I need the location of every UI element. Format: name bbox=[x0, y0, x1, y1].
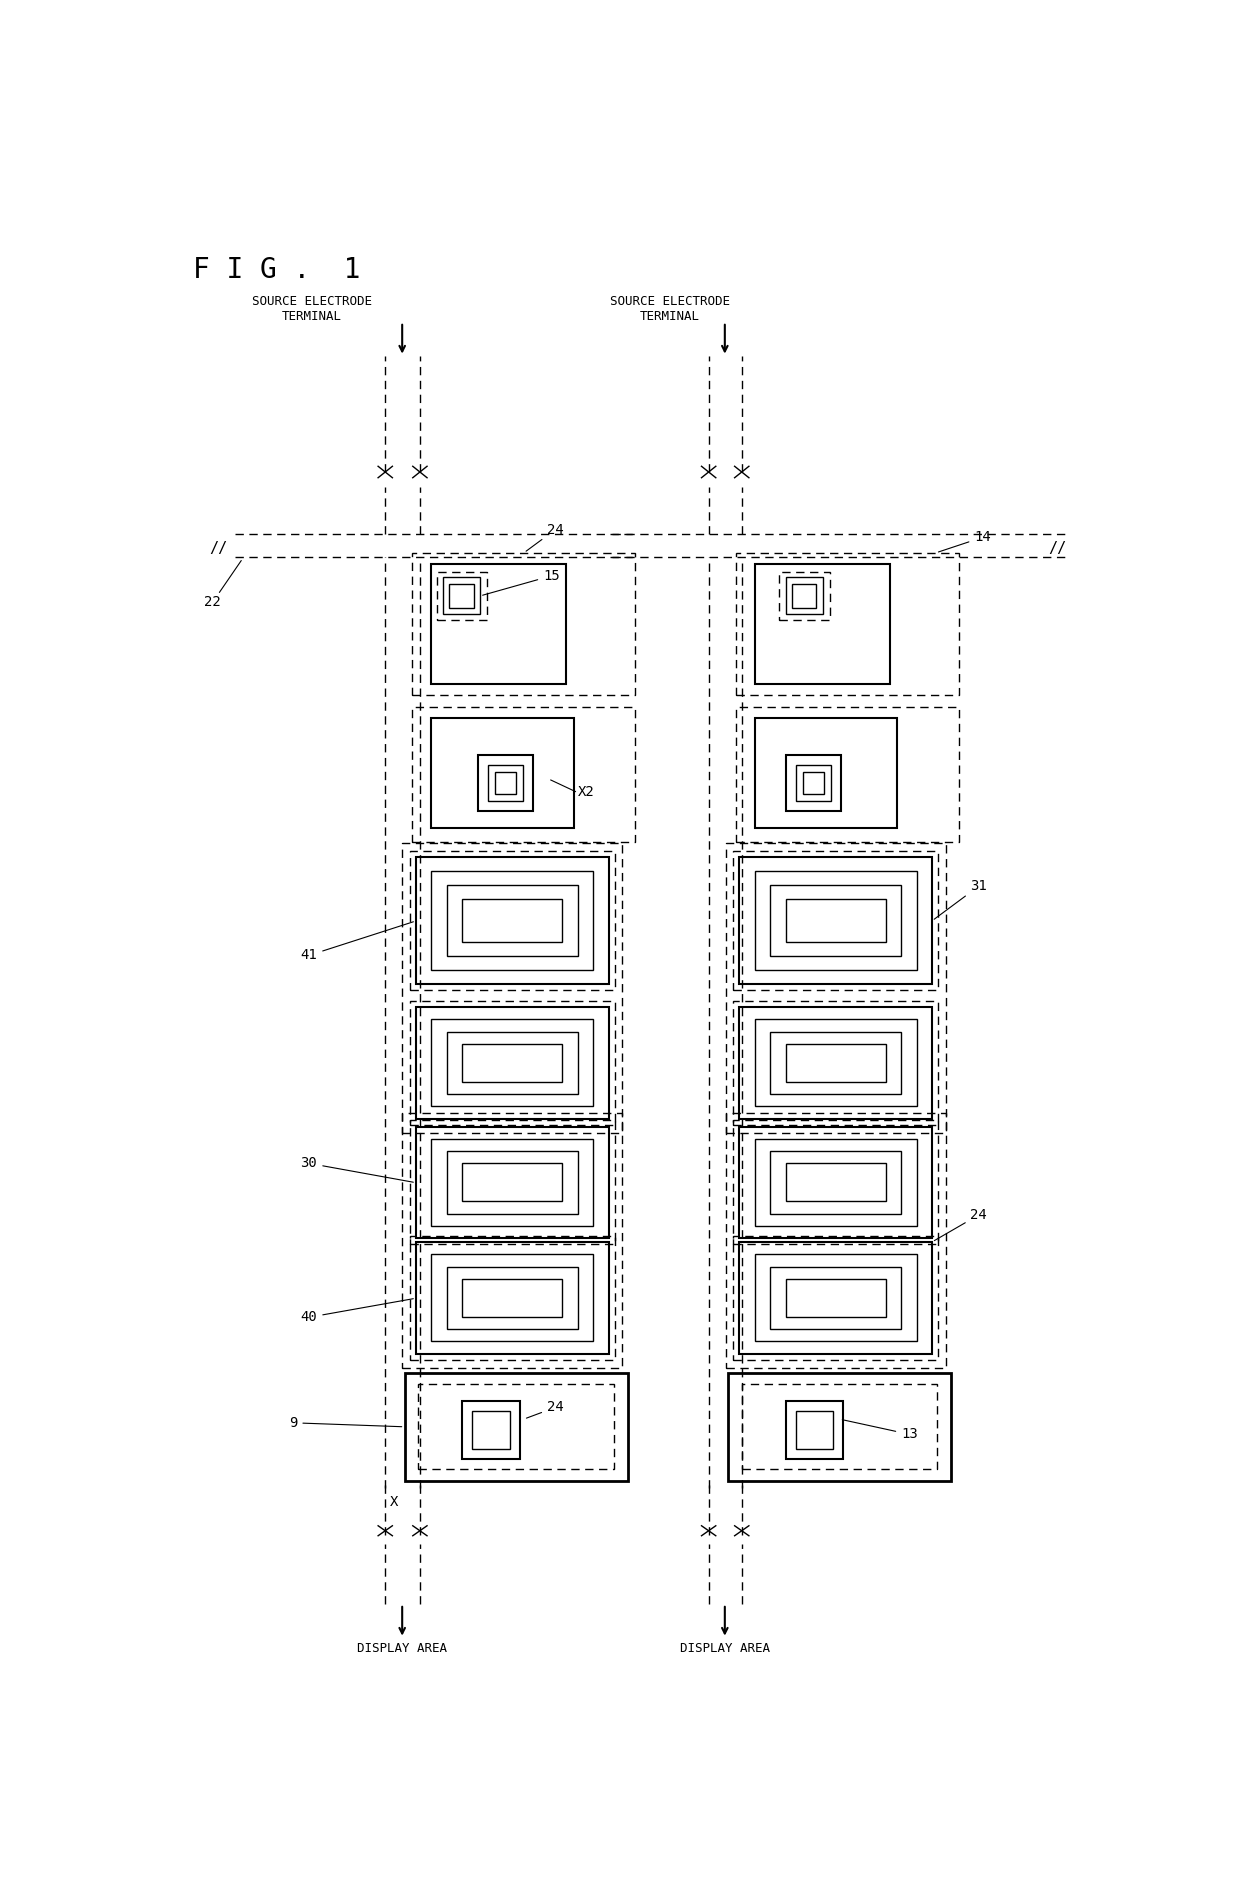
Bar bbox=[477, 756, 533, 810]
Bar bbox=[410, 1120, 615, 1245]
Bar bbox=[463, 1278, 563, 1316]
Bar bbox=[725, 1113, 946, 1367]
Bar bbox=[728, 1372, 951, 1481]
Bar bbox=[755, 870, 916, 970]
Text: 24: 24 bbox=[935, 1207, 987, 1241]
Bar bbox=[495, 773, 516, 793]
Bar bbox=[770, 885, 901, 957]
Bar bbox=[796, 1412, 833, 1449]
Bar bbox=[446, 885, 578, 957]
Text: 9: 9 bbox=[289, 1416, 402, 1431]
Bar bbox=[404, 1372, 627, 1481]
Bar bbox=[742, 1384, 937, 1468]
Bar bbox=[786, 756, 841, 810]
Bar bbox=[436, 572, 487, 620]
Bar bbox=[796, 765, 831, 801]
Bar bbox=[463, 1401, 520, 1459]
Bar bbox=[755, 1139, 916, 1226]
Bar bbox=[432, 564, 567, 684]
Bar bbox=[417, 1243, 609, 1354]
Bar bbox=[463, 1043, 563, 1081]
Bar bbox=[446, 1151, 578, 1213]
Bar bbox=[735, 707, 959, 842]
Bar bbox=[449, 583, 474, 609]
Text: SOURCE ELECTRODE
TERMINAL: SOURCE ELECTRODE TERMINAL bbox=[610, 295, 730, 323]
Bar bbox=[402, 1113, 622, 1367]
Bar bbox=[432, 870, 593, 970]
Bar bbox=[786, 899, 885, 942]
Bar bbox=[770, 1151, 901, 1213]
Text: 15: 15 bbox=[482, 570, 559, 596]
Text: X: X bbox=[391, 1495, 399, 1508]
Text: 24: 24 bbox=[527, 1401, 564, 1418]
Text: 30: 30 bbox=[300, 1156, 413, 1183]
Text: 31: 31 bbox=[934, 880, 987, 919]
Bar bbox=[755, 718, 898, 827]
Bar bbox=[755, 564, 889, 684]
Text: 22: 22 bbox=[205, 560, 242, 609]
Bar bbox=[418, 1384, 614, 1468]
Text: 13: 13 bbox=[842, 1419, 918, 1442]
Bar bbox=[739, 857, 932, 983]
Bar bbox=[780, 572, 830, 620]
Bar bbox=[463, 1164, 563, 1201]
Bar bbox=[770, 1267, 901, 1329]
Text: F I G .  1: F I G . 1 bbox=[192, 256, 361, 284]
Bar bbox=[402, 842, 622, 1132]
Bar bbox=[733, 1000, 939, 1124]
Bar bbox=[432, 1139, 593, 1226]
Text: 24: 24 bbox=[526, 523, 564, 551]
Bar bbox=[443, 577, 480, 615]
Bar bbox=[446, 1032, 578, 1094]
Text: X2: X2 bbox=[578, 784, 594, 799]
Bar bbox=[733, 1120, 939, 1245]
Bar bbox=[786, 1278, 885, 1316]
Bar bbox=[739, 1243, 932, 1354]
Bar bbox=[417, 857, 609, 983]
Text: DISPLAY AREA: DISPLAY AREA bbox=[357, 1643, 448, 1656]
Text: 40: 40 bbox=[300, 1299, 413, 1324]
Bar bbox=[463, 899, 563, 942]
Bar bbox=[755, 1254, 916, 1340]
Bar bbox=[412, 707, 635, 842]
Bar bbox=[410, 1000, 615, 1124]
Bar bbox=[786, 1401, 843, 1459]
Bar bbox=[786, 1043, 885, 1081]
Bar bbox=[432, 718, 574, 827]
Bar bbox=[410, 852, 615, 991]
Text: 14: 14 bbox=[939, 530, 991, 553]
Bar bbox=[472, 1412, 510, 1449]
Bar bbox=[792, 583, 816, 609]
Bar bbox=[802, 773, 825, 793]
Text: 41: 41 bbox=[300, 921, 413, 963]
Bar bbox=[733, 1235, 939, 1359]
Bar bbox=[725, 842, 946, 1132]
Bar bbox=[432, 1019, 593, 1107]
Text: SOURCE ELECTRODE
TERMINAL: SOURCE ELECTRODE TERMINAL bbox=[252, 295, 372, 323]
Bar bbox=[739, 1126, 932, 1239]
Text: DISPLAY AREA: DISPLAY AREA bbox=[680, 1643, 770, 1656]
Bar bbox=[786, 577, 822, 615]
Bar bbox=[410, 1235, 615, 1359]
Bar bbox=[735, 553, 959, 696]
Bar bbox=[446, 1267, 578, 1329]
Bar bbox=[417, 1126, 609, 1239]
Bar bbox=[432, 1254, 593, 1340]
Bar bbox=[739, 1008, 932, 1119]
Bar bbox=[417, 1008, 609, 1119]
Bar bbox=[733, 852, 939, 991]
Bar bbox=[487, 765, 523, 801]
Text: //: // bbox=[210, 541, 227, 555]
Bar bbox=[770, 1032, 901, 1094]
Text: //: // bbox=[1048, 541, 1066, 555]
Bar bbox=[755, 1019, 916, 1107]
Bar bbox=[412, 553, 635, 696]
Bar bbox=[786, 1164, 885, 1201]
